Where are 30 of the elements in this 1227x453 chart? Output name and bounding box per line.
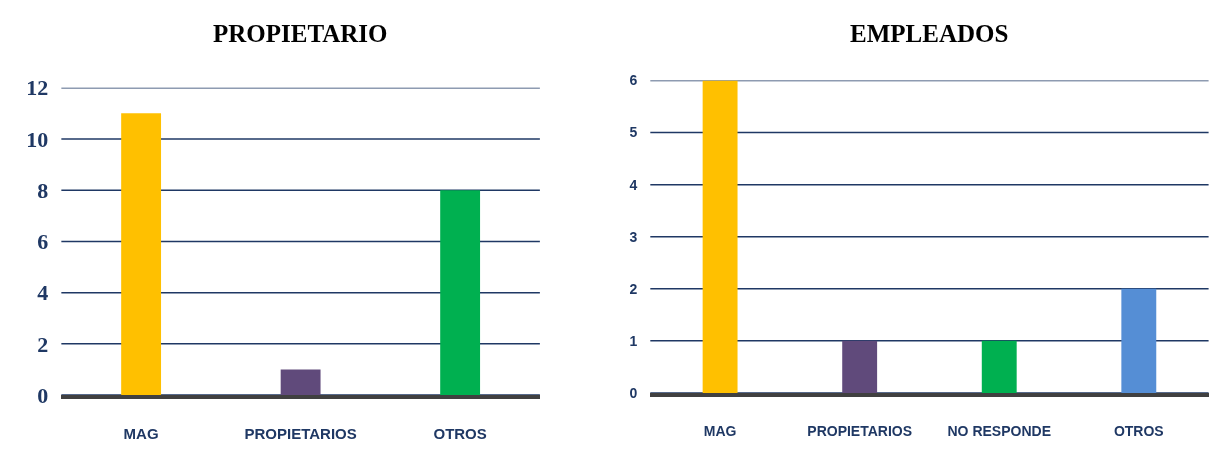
y-tick-label: 2	[37, 331, 49, 357]
x-tick-label: OTROS	[1113, 422, 1164, 439]
x-tick-label: PROPIETARIOS	[244, 425, 357, 443]
y-tick-label: 8	[37, 177, 49, 203]
bar	[440, 190, 481, 396]
y-tick-label: 0	[629, 384, 638, 401]
y-tick-label: 6	[629, 72, 638, 89]
x-tick-label: OTROS	[433, 425, 487, 443]
y-tick-label: 4	[629, 176, 638, 193]
bar	[842, 340, 878, 393]
bar	[280, 369, 321, 396]
y-tick-label: 10	[26, 126, 49, 152]
y-tick-label: 3	[629, 228, 638, 245]
x-tick-label: NO RESPONDE	[947, 422, 1051, 439]
x-tick-label: PROPIETARIOS	[807, 422, 913, 439]
bar	[121, 113, 162, 396]
y-tick-label: 4	[37, 280, 49, 306]
bar	[981, 340, 1017, 393]
y-tick-label: 2	[629, 280, 638, 297]
y-tick-label: 0	[37, 382, 49, 408]
y-tick-label: 12	[26, 75, 49, 101]
y-tick-label: 5	[629, 124, 638, 141]
bar	[1121, 288, 1157, 393]
x-tick-label: MAG	[703, 422, 737, 439]
bar	[702, 80, 738, 393]
x-tick-label: MAG	[123, 425, 159, 443]
y-tick-label: 1	[629, 332, 638, 349]
chart-title: EMPLEADOS	[850, 20, 1009, 47]
chart-title: PROPIETARIO	[213, 20, 388, 47]
y-tick-label: 6	[37, 229, 49, 255]
